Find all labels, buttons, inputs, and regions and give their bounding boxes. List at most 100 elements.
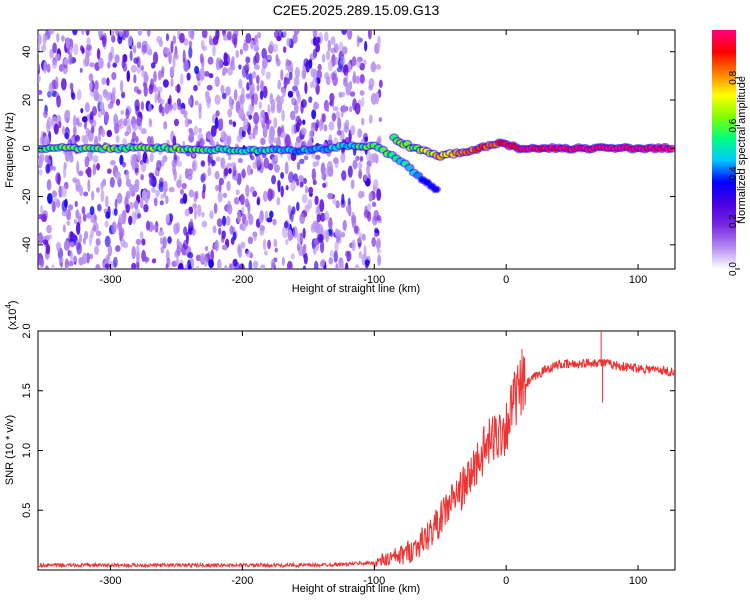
spectrogram-noise-mark [67,260,74,267]
snr-y-tick-label: 1.5 [21,383,33,398]
spectrogram-noise-mark [239,93,245,105]
spectrogram-noise-mark [337,117,342,131]
spectrogram-noise-mark [316,119,320,129]
spectrogram-noise-mark [197,204,202,217]
spectrogram-noise-mark [88,73,94,82]
spectrogram-noise-mark [226,162,232,169]
spectrogram-noise-mark [114,198,118,209]
spectrogram-noise-mark [312,161,318,168]
spectrogram-noise-mark [105,211,111,219]
spectrogram-noise-mark [160,245,165,254]
snr-series-line [38,356,675,569]
spectrogram-noise-mark [260,80,264,93]
spectrogram-noise-mark [361,117,365,126]
spectrogram-noise-mark [368,114,373,124]
spectrogram-noise-mark [122,53,128,63]
spectrogram-noise-mark [349,91,356,97]
spectrogram-noise-mark [99,101,105,112]
spectrogram-noise-mark [261,57,268,69]
spectrogram-noise-mark [256,196,261,204]
spectrogram-noise-mark [82,252,88,265]
snr-x-tick-label: -100 [363,575,385,587]
spectrogram-noise-mark [371,237,377,248]
spectrogram-y-tick-label: 20 [21,94,33,106]
spectrogram-noise-mark [266,217,273,223]
spectrogram-noise-mark [316,69,323,80]
spectrogram-noise-mark [145,157,150,165]
spectrogram-noise-mark [96,48,101,60]
colorbar-tick-label: 0.2 [728,214,739,228]
spectrogram-noise-mark [284,161,289,175]
spectrogram-noise-mark [148,118,153,128]
spectrogram-noise-mark [334,228,340,237]
spectrogram-noise-mark [175,257,180,268]
spectrogram-noise-mark [165,214,171,224]
spectrogram-noise [38,30,383,269]
spectrogram-noise-mark [286,37,292,47]
spectrogram-noise-mark [348,105,353,113]
spectrogram-noise-mark [129,183,134,194]
spectrogram-noise-mark [183,60,189,73]
spectrogram-noise-mark [82,237,87,245]
spectrogram-noise-mark [140,128,147,135]
spectrogram-noise-mark [131,131,137,142]
spectrogram-noise-mark [123,118,128,127]
spectrogram-noise-mark [291,124,295,135]
spectrogram-noise-mark [269,40,274,51]
spectrogram-noise-mark [359,90,365,96]
spectrogram-noise-mark [234,261,241,269]
spectrogram-noise-mark [52,166,57,172]
spectrogram-noise-mark [321,258,326,267]
spectrogram-noise-mark [326,50,331,61]
spectrogram-noise-mark [291,84,298,94]
spectrogram-noise-mark [351,179,355,189]
spectrogram-noise-mark [160,193,165,200]
spectrogram-noise-mark [341,231,346,238]
spectrogram-noise-mark [42,110,48,119]
spectrogram-noise-mark [241,65,247,78]
spectrogram-noise-mark [312,220,318,227]
spectrogram-noise-mark [269,129,275,143]
spectrogram-noise-mark [105,195,109,208]
spectrogram-noise-mark [261,66,266,77]
spectrogram-noise-mark [243,118,249,131]
spectrogram-noise-mark [232,64,236,71]
spectrogram-noise-mark [241,206,245,215]
spectrogram-noise-mark [197,80,201,87]
spectrogram-noise-mark [284,77,291,85]
spectrogram-noise-mark [324,168,330,177]
spectrogram-noise-mark [157,70,162,81]
spectrogram-noise-mark [280,69,284,81]
spectrogram-noise-mark [89,111,94,121]
spectrogram-noise-mark [172,55,176,68]
spectrogram-noise-mark [118,119,122,128]
colorbar-tick-label: 0.8 [728,70,739,84]
spectrogram-noise-mark [96,162,101,171]
spectrogram-noise-mark [351,56,357,67]
spectrogram-noise-mark [136,151,142,161]
spectrogram-noise-mark [186,72,191,81]
spectrogram-noise-mark [326,106,330,113]
spectrogram-noise-mark [192,160,196,172]
spectrogram-noise-mark [285,134,291,148]
spectrogram-noise-mark [113,256,118,268]
spectrogram-noise-mark [98,57,104,69]
spectrogram-noise-mark [85,30,90,36]
spectrogram-noise-mark [154,168,159,176]
spectrogram-noise-mark [146,189,151,200]
spectrogram-noise-mark [81,30,85,36]
spectrogram-noise-mark [45,163,51,174]
spectrogram-noise-mark [110,159,116,166]
spectrogram-noise-mark [153,70,157,83]
spectrogram-noise-mark [64,240,70,252]
spectrogram-noise-mark [293,76,300,87]
spectrogram-noise-mark [86,252,90,264]
spectrogram-noise-mark [371,152,378,163]
spectrogram-noise-mark [149,152,154,163]
snr-y-ticks: 0.5 1.0 1.5 2.0 [21,323,675,518]
spectrogram-noise-mark [366,203,372,212]
spectrogram-noise-mark [192,203,198,209]
spectrogram-noise-mark [324,211,330,221]
spectrogram-noise-mark [201,211,205,218]
spectrogram-noise-mark [140,174,144,181]
